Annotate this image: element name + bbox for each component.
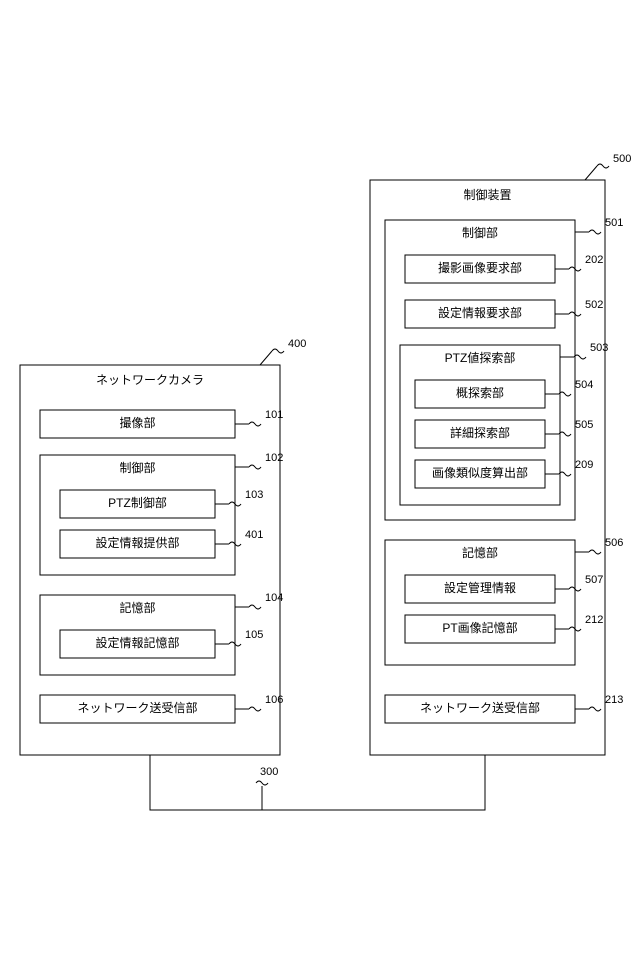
group-label: 制御部 [462,225,498,240]
ref-102: 102 [265,452,283,464]
ref-212: 212 [585,614,603,626]
ref-209: 209 [575,459,593,471]
network-line [150,755,485,810]
ref-401: 401 [245,529,263,541]
group-label: 記憶部 [462,545,498,560]
box-label: PTZ制御部 [108,495,167,510]
ref-504: 504 [575,379,593,391]
container-title: ネットワークカメラ [96,373,204,387]
box-label: 撮像部 [119,415,155,430]
box-label: ネットワーク送受信部 [77,700,197,715]
ref-202: 202 [585,254,603,266]
ref-503: 503 [590,342,608,354]
box-label: ネットワーク送受信部 [420,700,540,715]
ref-507: 507 [585,574,603,586]
box-label: 設定管理情報 [444,580,516,595]
block-diagram: ネットワークカメラ 400 撮像部 101 制御部 102 PTZ制御部 103 設定情報提供部… [0,0,640,964]
box-label: PT画像記憶部 [442,620,517,635]
box-label: 撮影画像要求部 [438,260,522,275]
group-label: PTZ値探索部 [445,350,516,365]
box-label: 概探索部 [456,385,504,400]
group-label: 記憶部 [119,600,155,615]
ref-300: 300 [260,766,278,778]
ref-101: 101 [265,409,283,421]
ref-103: 103 [245,489,263,501]
ref-505: 505 [575,419,593,431]
ref-213: 213 [605,694,623,706]
ref-501: 501 [605,217,623,229]
group-label: 制御部 [119,460,155,475]
box-label: 設定情報記憶部 [95,635,179,650]
ref-105: 105 [245,629,263,641]
box-label: 設定情報要求部 [438,305,522,320]
box-label: 設定情報提供部 [95,535,179,550]
ref-506: 506 [605,537,623,549]
box-label: 詳細探索部 [450,425,510,440]
ref-400: 400 [288,338,306,350]
ref-502: 502 [585,299,603,311]
box-label: 画像類似度算出部 [432,465,528,480]
ref-500: 500 [613,153,631,165]
ref-104: 104 [265,592,283,604]
container-title: 制御装置 [463,187,511,202]
ref-106: 106 [265,694,283,706]
